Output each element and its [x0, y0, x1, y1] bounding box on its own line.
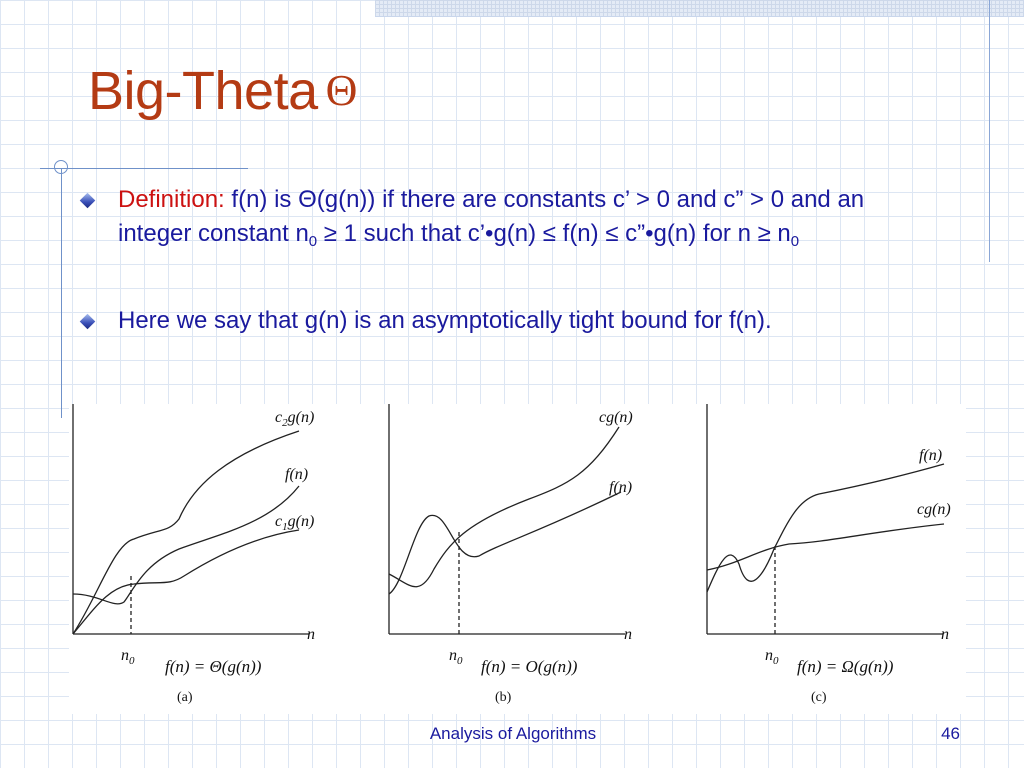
- bullet-definition-text: Definition: f(n) is Θ(g(n)) if there are…: [86, 183, 916, 251]
- panel-c-curve-cg-label: cg(n): [917, 501, 951, 518]
- footer-course-title: Analysis of Algorithms: [429, 724, 597, 743]
- bullet-tight-bound: Here we say that g(n) is an asymptotical…: [79, 304, 916, 338]
- definition-text-part2: ≥ 1 such that c’•g(n) ≤ f(n) ≤ c”•g(n) f…: [317, 220, 791, 247]
- panel-a-n0-label: n0: [121, 647, 135, 667]
- bullet-definition: Definition: f(n) is Θ(g(n)) if there are…: [79, 183, 916, 251]
- panel-a-curve-f: [72, 485, 300, 605]
- slide-title-symbol: Θ: [325, 66, 358, 115]
- definition-subscript-2: 0: [790, 233, 800, 250]
- panel-a-curve-c1g: [72, 529, 300, 635]
- panel-a-curve-c2g: [72, 430, 300, 635]
- decorative-left-line: [61, 168, 62, 418]
- asymptotic-bounds-figure: c2g(n) f(n) c1g(n) n n0 f(n) = Θ(g(n)) (…: [69, 404, 966, 714]
- header-pattern-band: [375, 0, 1024, 16]
- panel-b: [388, 404, 625, 635]
- definition-text-part1: f(n) is Θ(g(n)) if there are constants c…: [118, 186, 865, 247]
- panel-c-curve-cg: [706, 523, 945, 571]
- panel-c-x-axis-label: n: [941, 626, 949, 643]
- asymptotic-bounds-svg: c2g(n) f(n) c1g(n) n n0 f(n) = Θ(g(n)) (…: [72, 404, 951, 705]
- panel-b-curve-cg-label: cg(n): [599, 409, 633, 426]
- panel-c-caption-tag: (c): [811, 690, 827, 705]
- decorative-horizontal-line: [40, 168, 248, 169]
- slide-title: Big-Theta Θ: [88, 60, 357, 122]
- panel-c-n0-label: n0: [765, 647, 779, 667]
- panel-b-curve-cg: [388, 426, 620, 588]
- panel-c: [706, 404, 945, 635]
- footer-page-number: 46: [941, 724, 960, 743]
- slide-title-text: Big-Theta: [88, 61, 318, 121]
- panel-c-curve-f: [706, 463, 945, 593]
- panel-b-n0-label: n0: [449, 647, 463, 667]
- panel-b-caption-tag: (b): [495, 690, 512, 705]
- definition-subscript-1: 0: [308, 233, 318, 250]
- panel-c-curve-f-label: f(n): [919, 447, 942, 464]
- panel-b-x-axis-label: n: [624, 626, 632, 643]
- panel-a-caption-formula: f(n) = Θ(g(n)): [165, 657, 262, 676]
- panel-b-caption-formula: f(n) = O(g(n)): [481, 657, 578, 676]
- panel-a-x-axis-label: n: [307, 626, 315, 643]
- panel-c-caption-formula: f(n) = Ω(g(n)): [797, 657, 894, 676]
- panel-a-caption-tag: (a): [177, 690, 193, 705]
- panel-a-curve-c1g-label: c1g(n): [275, 513, 314, 533]
- panel-a-curve-c2g-label: c2g(n): [275, 409, 314, 429]
- panel-a: [72, 404, 309, 635]
- header-rule: [375, 16, 1024, 17]
- panel-a-curve-f-label: f(n): [285, 466, 308, 483]
- decorative-vertical-line: [989, 0, 990, 262]
- panel-b-curve-f: [388, 491, 622, 595]
- definition-label: Definition:: [118, 186, 225, 213]
- panel-b-curve-f-label: f(n): [609, 479, 632, 496]
- bullet-tight-bound-text: Here we say that g(n) is an asymptotical…: [118, 307, 772, 334]
